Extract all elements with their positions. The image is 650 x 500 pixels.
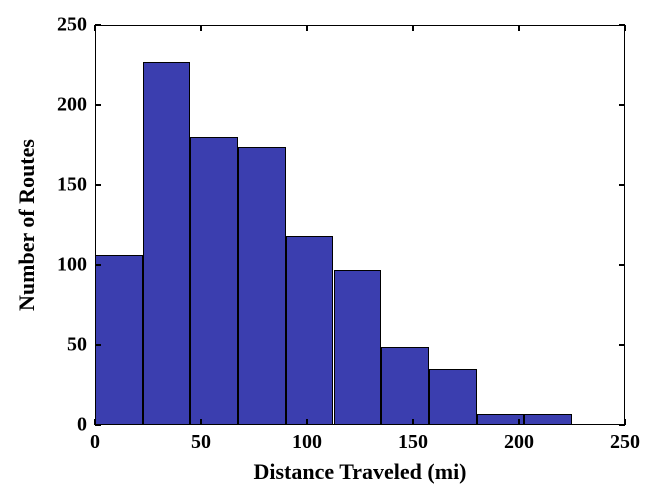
y-tick-label: 250 <box>57 14 87 37</box>
y-tick-label: 100 <box>57 254 87 277</box>
histogram-bar <box>286 236 334 425</box>
x-tick <box>412 419 414 425</box>
y-tick <box>619 24 625 26</box>
y-tick <box>619 104 625 106</box>
y-tick-label: 150 <box>57 174 87 197</box>
y-tick-label: 200 <box>57 94 87 117</box>
y-tick <box>619 184 625 186</box>
y-tick <box>95 344 101 346</box>
x-tick <box>412 25 414 31</box>
y-tick-label: 0 <box>77 414 87 437</box>
y-tick <box>619 424 625 426</box>
histogram-bar <box>524 414 572 425</box>
histogram-bar <box>190 137 238 425</box>
y-tick <box>95 24 101 26</box>
plot-area <box>95 25 625 425</box>
y-tick <box>95 264 101 266</box>
y-tick <box>95 184 101 186</box>
y-tick <box>95 104 101 106</box>
y-tick-label: 50 <box>67 334 87 357</box>
x-tick <box>518 25 520 31</box>
x-tick <box>200 419 202 425</box>
histogram-bar <box>334 270 382 425</box>
histogram-chart: Distance Traveled (mi) Number of Routes … <box>0 0 650 500</box>
x-tick <box>306 419 308 425</box>
x-axis-label: Distance Traveled (mi) <box>253 459 466 485</box>
x-tick <box>518 419 520 425</box>
x-tick-label: 200 <box>504 431 534 454</box>
x-tick-label: 0 <box>90 431 100 454</box>
histogram-bar <box>429 369 477 425</box>
x-tick-label: 250 <box>610 431 640 454</box>
x-tick-label: 50 <box>191 431 211 454</box>
histogram-bar <box>477 414 525 425</box>
histogram-bar <box>143 62 191 425</box>
y-tick <box>619 264 625 266</box>
y-axis-label: Number of Routes <box>14 139 40 311</box>
histogram-bar <box>238 147 286 425</box>
x-tick <box>200 25 202 31</box>
x-tick <box>624 25 626 31</box>
x-tick-label: 100 <box>292 431 322 454</box>
y-tick <box>95 424 101 426</box>
histogram-bar <box>381 347 429 425</box>
x-tick <box>306 25 308 31</box>
x-tick <box>94 25 96 31</box>
histogram-bar <box>95 255 143 425</box>
y-tick <box>619 344 625 346</box>
x-tick-label: 150 <box>398 431 428 454</box>
